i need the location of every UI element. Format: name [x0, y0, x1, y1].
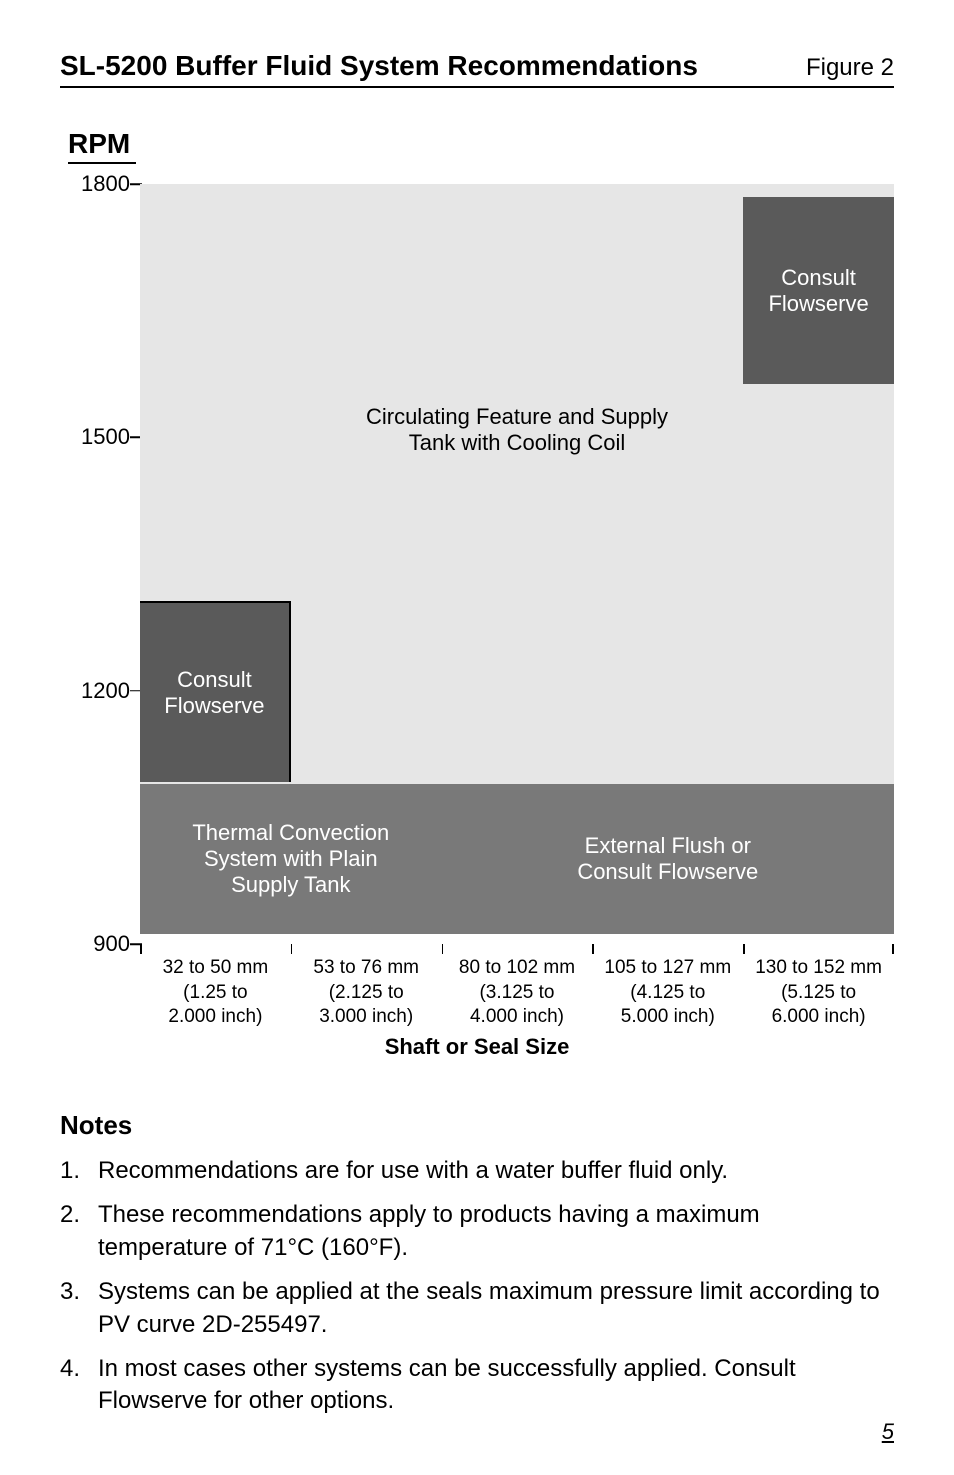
- x-mm: 130 to 152 mm: [755, 957, 882, 978]
- page-title: SL-5200 Buffer Fluid System Recommendati…: [60, 50, 698, 82]
- y-axis: 1800 1500 1200 900: [60, 184, 140, 944]
- note-item: Recommendations are for use with a water…: [60, 1155, 894, 1187]
- x-mm: 53 to 76 mm: [313, 957, 419, 978]
- y-tick: 1500: [81, 424, 130, 450]
- figure-label: Figure 2: [806, 54, 894, 82]
- y-tick: 1200: [81, 678, 130, 704]
- note-item: Systems can be applied at the seals maxi…: [60, 1276, 894, 1341]
- region-consult-top-right: ConsultFlowserve: [743, 197, 894, 384]
- x-tick-mark: [743, 944, 745, 954]
- page-number: 5: [882, 1419, 894, 1445]
- x-category: 32 to 50 mm (1.25 to2.000 inch): [140, 944, 291, 1030]
- x-axis-title: Shaft or Seal Size: [60, 1034, 894, 1060]
- x-tick-mark: [291, 944, 293, 954]
- x-mm: 32 to 50 mm: [163, 957, 269, 978]
- x-tick-mark: [892, 944, 894, 954]
- y-tick: 1800: [81, 171, 130, 197]
- x-category: 130 to 152 mm (5.125 to6.000 inch): [743, 944, 894, 1030]
- region-consult-bottom-left: ConsultFlowserve: [140, 601, 291, 782]
- notes-list: Recommendations are for use with a water…: [60, 1155, 894, 1418]
- y-axis-label: RPM: [68, 128, 136, 164]
- x-tick-mark: [592, 944, 594, 954]
- note-item: These recommendations apply to products …: [60, 1199, 894, 1264]
- x-category: 80 to 102 mm (3.125 to4.000 inch): [442, 944, 593, 1030]
- x-tick-mark: [442, 944, 444, 954]
- page-header: SL-5200 Buffer Fluid System Recommendati…: [60, 50, 894, 88]
- x-inch: (4.125 to5.000 inch): [621, 982, 715, 1028]
- x-inch: (5.125 to6.000 inch): [772, 982, 866, 1028]
- region-circulating-label: Circulating Feature and SupplyTank with …: [140, 404, 894, 456]
- region-external-flush: External Flush orConsult Flowserve: [442, 784, 894, 934]
- x-inch: (3.125 to4.000 inch): [470, 982, 564, 1028]
- x-inch: (2.125 to3.000 inch): [319, 982, 413, 1028]
- region-thermal-convection: Thermal ConvectionSystem with PlainSuppl…: [140, 784, 442, 934]
- notes-heading: Notes: [60, 1110, 894, 1141]
- x-mm: 80 to 102 mm: [459, 957, 575, 978]
- x-axis: 32 to 50 mm (1.25 to2.000 inch) 53 to 76…: [140, 944, 894, 1030]
- x-tick-mark: [140, 944, 142, 954]
- x-category: 53 to 76 mm (2.125 to3.000 inch): [291, 944, 442, 1030]
- note-item: In most cases other systems can be succe…: [60, 1353, 894, 1418]
- chart: 1800 1500 1200 900 Circulating Feature a…: [140, 184, 894, 944]
- y-tick: 900: [93, 931, 130, 957]
- x-mm: 105 to 127 mm: [604, 957, 731, 978]
- x-category: 105 to 127 mm (4.125 to5.000 inch): [592, 944, 743, 1030]
- notes-section: Notes Recommendations are for use with a…: [60, 1110, 894, 1418]
- x-inch: (1.25 to2.000 inch): [168, 982, 262, 1028]
